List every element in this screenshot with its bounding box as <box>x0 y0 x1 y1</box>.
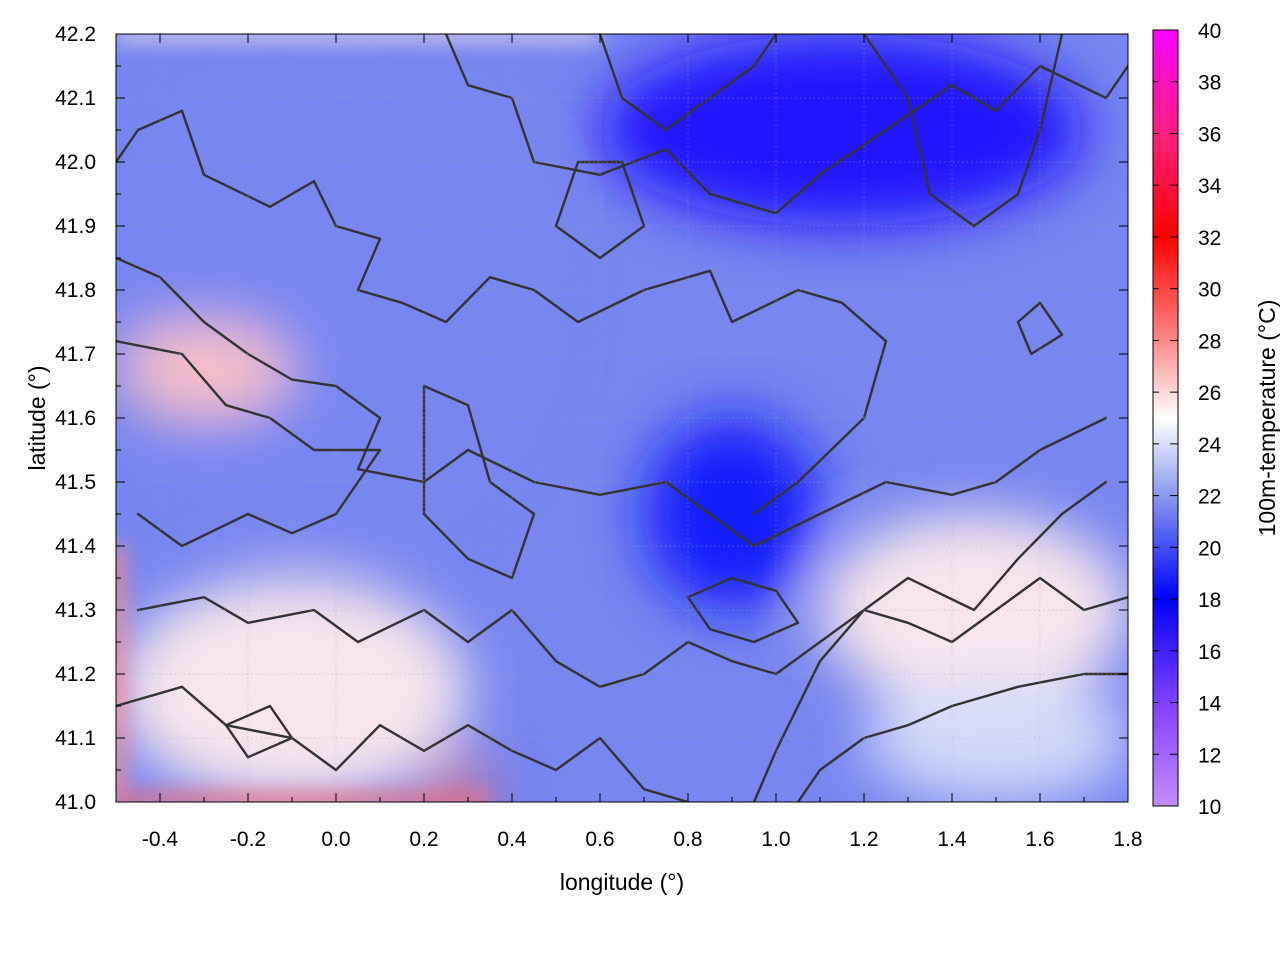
colorbar-tick-label: 40 <box>1198 20 1221 43</box>
y-tick-label: 41.9 <box>55 215 96 238</box>
colorbar-tick-label: 30 <box>1198 279 1221 302</box>
contour-lines <box>116 34 1128 802</box>
x-tick-label: 1.2 <box>849 828 878 851</box>
contour-line-7 <box>796 672 1128 802</box>
y-tick-label: 41.1 <box>55 727 96 750</box>
x-axis-title: longitude (°) <box>560 869 684 895</box>
contour-line-8 <box>444 34 1128 215</box>
contour-line-4 <box>136 576 1128 688</box>
colorbar-tick-label: 28 <box>1198 330 1221 353</box>
x-tick-label: 1.8 <box>1113 828 1142 851</box>
y-tick-label: 41.0 <box>55 791 96 814</box>
colorbar-tick-label: 32 <box>1198 227 1221 250</box>
temp-region-south-east-sea <box>864 674 1128 802</box>
contour-line-2 <box>116 256 1108 548</box>
colorbar-tick-label: 22 <box>1198 486 1221 509</box>
colorbar-tick-label: 10 <box>1198 796 1221 819</box>
colorbar-tick-label: 26 <box>1198 382 1221 405</box>
y-tick-label: 42.1 <box>55 87 96 110</box>
field-edge-top <box>116 34 600 40</box>
colorbar-ticks: 10 12 14 16 18 20 22 24 26 28 30 32 34 36 38 40 <box>1153 20 1222 819</box>
y-axis: 41.0 41.1 41.2 41.3 41.4 41.5 41.6 41.7 41.8 41.9… <box>55 23 1128 814</box>
x-tick-label: 1.4 <box>937 828 967 851</box>
temp-region-west-warm-strip <box>116 322 292 418</box>
temp-region-central-cold-band <box>644 418 820 610</box>
x-tick-label: -0.2 <box>230 828 266 851</box>
x-tick-label: 0.0 <box>321 828 350 851</box>
y-tick-label: 41.7 <box>55 343 96 366</box>
x-axis: -0.4 -0.2 0.0 0.2 0.4 0.6 0.8 1.0 1.2 1.4 1.6 1.8 <box>115 34 1143 851</box>
colorbar-tick-label: 36 <box>1198 123 1221 146</box>
y-tick-label: 41.8 <box>55 279 96 302</box>
grid-lines <box>116 34 1128 802</box>
x-tick-label: 0.8 <box>673 828 702 851</box>
colorbar-tick-label: 24 <box>1198 434 1222 457</box>
contour-line-9 <box>598 34 778 132</box>
x-tick-label: 0.4 <box>497 828 527 851</box>
contour-line-14 <box>1016 301 1064 356</box>
colorbar-title: 100m-temperature (°C) <box>1254 300 1280 537</box>
colorbar-tick-label: 34 <box>1198 175 1222 198</box>
x-tick-label: 1.0 <box>761 828 790 851</box>
colorbar-tick-label: 18 <box>1198 589 1221 612</box>
x-tick-label: 0.2 <box>409 828 438 851</box>
y-tick-label: 41.5 <box>55 471 96 494</box>
colorbar-tick-label: 12 <box>1198 744 1221 767</box>
colorbar: 10 12 14 16 18 20 22 24 26 28 30 32 34 36 38 40 <box>1152 20 1222 819</box>
x-tick-label: -0.4 <box>142 828 179 851</box>
contour-line-6 <box>752 480 1108 802</box>
y-tick-label: 41.4 <box>55 535 96 558</box>
x-tick-label: 0.6 <box>585 828 614 851</box>
temp-region-north-east-cold <box>600 34 1084 226</box>
temperature-field <box>116 34 1128 802</box>
y-tick-label: 42.0 <box>55 151 96 174</box>
temp-region-south-west-warm <box>116 578 468 802</box>
colorbar-tick-label: 16 <box>1198 641 1221 664</box>
temp-region-south-coast-warm <box>424 763 490 802</box>
y-tick-label: 41.6 <box>55 407 96 430</box>
colorbar-gradient <box>1152 29 1179 807</box>
contour-line-3 <box>116 340 382 548</box>
y-tick-label: 41.2 <box>55 663 96 686</box>
colorbar-tick-label: 38 <box>1198 72 1221 95</box>
contour-line-12 <box>686 576 800 644</box>
y-tick-label: 42.2 <box>55 23 96 46</box>
x-tick-label: 1.6 <box>1025 828 1054 851</box>
colorbar-tick-label: 14 <box>1198 693 1222 716</box>
colorbar-tick-label: 20 <box>1198 537 1221 560</box>
field-edge-bottom <box>116 794 490 802</box>
y-axis-title: latitude (°) <box>24 365 50 470</box>
y-tick-label: 41.3 <box>55 599 96 622</box>
contour-line-15 <box>554 160 646 260</box>
